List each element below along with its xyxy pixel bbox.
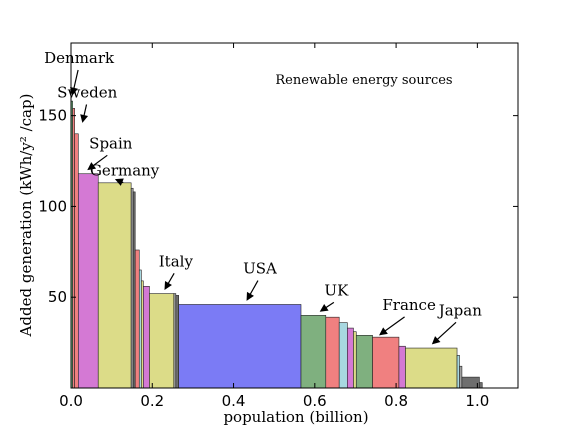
bar [175, 295, 179, 389]
annotation-arrowhead [80, 114, 89, 123]
bar [138, 269, 142, 389]
ticks: 0.0 0.2 0.4 0.6 0.8 1.0 50 100 150 [38, 43, 518, 410]
bar [347, 327, 354, 389]
annotation-arrowhead [246, 291, 254, 301]
y-tick-label: 100 [38, 197, 67, 215]
annotations: Denmark Sweden Spain Germany Italy USA UK Franc… [44, 49, 483, 345]
bar [130, 187, 134, 389]
bar [479, 382, 483, 389]
bar [398, 345, 406, 389]
y-tick-label: 50 [48, 288, 67, 306]
bar [459, 365, 463, 389]
annotation-label: Spain [89, 134, 133, 152]
bars [70, 100, 483, 389]
bar [132, 191, 136, 389]
annotation-arrowhead [87, 162, 97, 171]
bar [78, 173, 99, 389]
bar [141, 280, 144, 389]
bar [461, 376, 480, 389]
x-tick-label: 0.2 [140, 392, 164, 410]
x-tick-label: 0.6 [303, 392, 327, 410]
annotation-arrowhead [70, 86, 78, 96]
annotation-arrowhead [164, 281, 172, 290]
bar [355, 335, 373, 389]
bar [338, 322, 348, 389]
annotation-arrowhead [319, 303, 329, 312]
bar [456, 355, 460, 389]
bar [134, 249, 140, 389]
annotation-label: UK [324, 281, 349, 299]
bar [173, 293, 177, 389]
y-axis-label: Added generation (kWh/y² /cap) [17, 94, 35, 338]
bar [74, 133, 79, 389]
bar [178, 304, 302, 389]
x-tick-label: 1.0 [465, 392, 489, 410]
bar [97, 182, 132, 389]
x-tick-label: 0.4 [222, 392, 246, 410]
annotation-label: Italy [159, 252, 194, 270]
annotation-arrowhead [431, 336, 441, 345]
annotation-arrowhead [114, 178, 124, 186]
bar [353, 331, 357, 389]
annotation-label: Denmark [44, 49, 115, 67]
chart-title: Renewable energy sources [275, 73, 452, 88]
annotation-label: France [382, 296, 436, 314]
bar [300, 315, 327, 389]
bar [372, 336, 400, 389]
bar [72, 108, 75, 389]
bar [325, 316, 340, 389]
annotation-label: Sweden [57, 83, 117, 101]
bar [405, 347, 458, 389]
annotation-label: USA [243, 260, 277, 278]
annotation-label: Germany [90, 162, 160, 180]
annotation-arrowhead [379, 327, 388, 336]
x-tick-label: 0.8 [384, 392, 408, 410]
bar [149, 293, 175, 389]
x-axis-label: population (billion) [223, 408, 368, 426]
annotation-label: Japan [437, 301, 483, 319]
x-tick-label: 0.0 [59, 392, 83, 410]
y-tick-label: 150 [38, 107, 67, 125]
bar [143, 286, 150, 389]
plot-frame [70, 42, 519, 389]
